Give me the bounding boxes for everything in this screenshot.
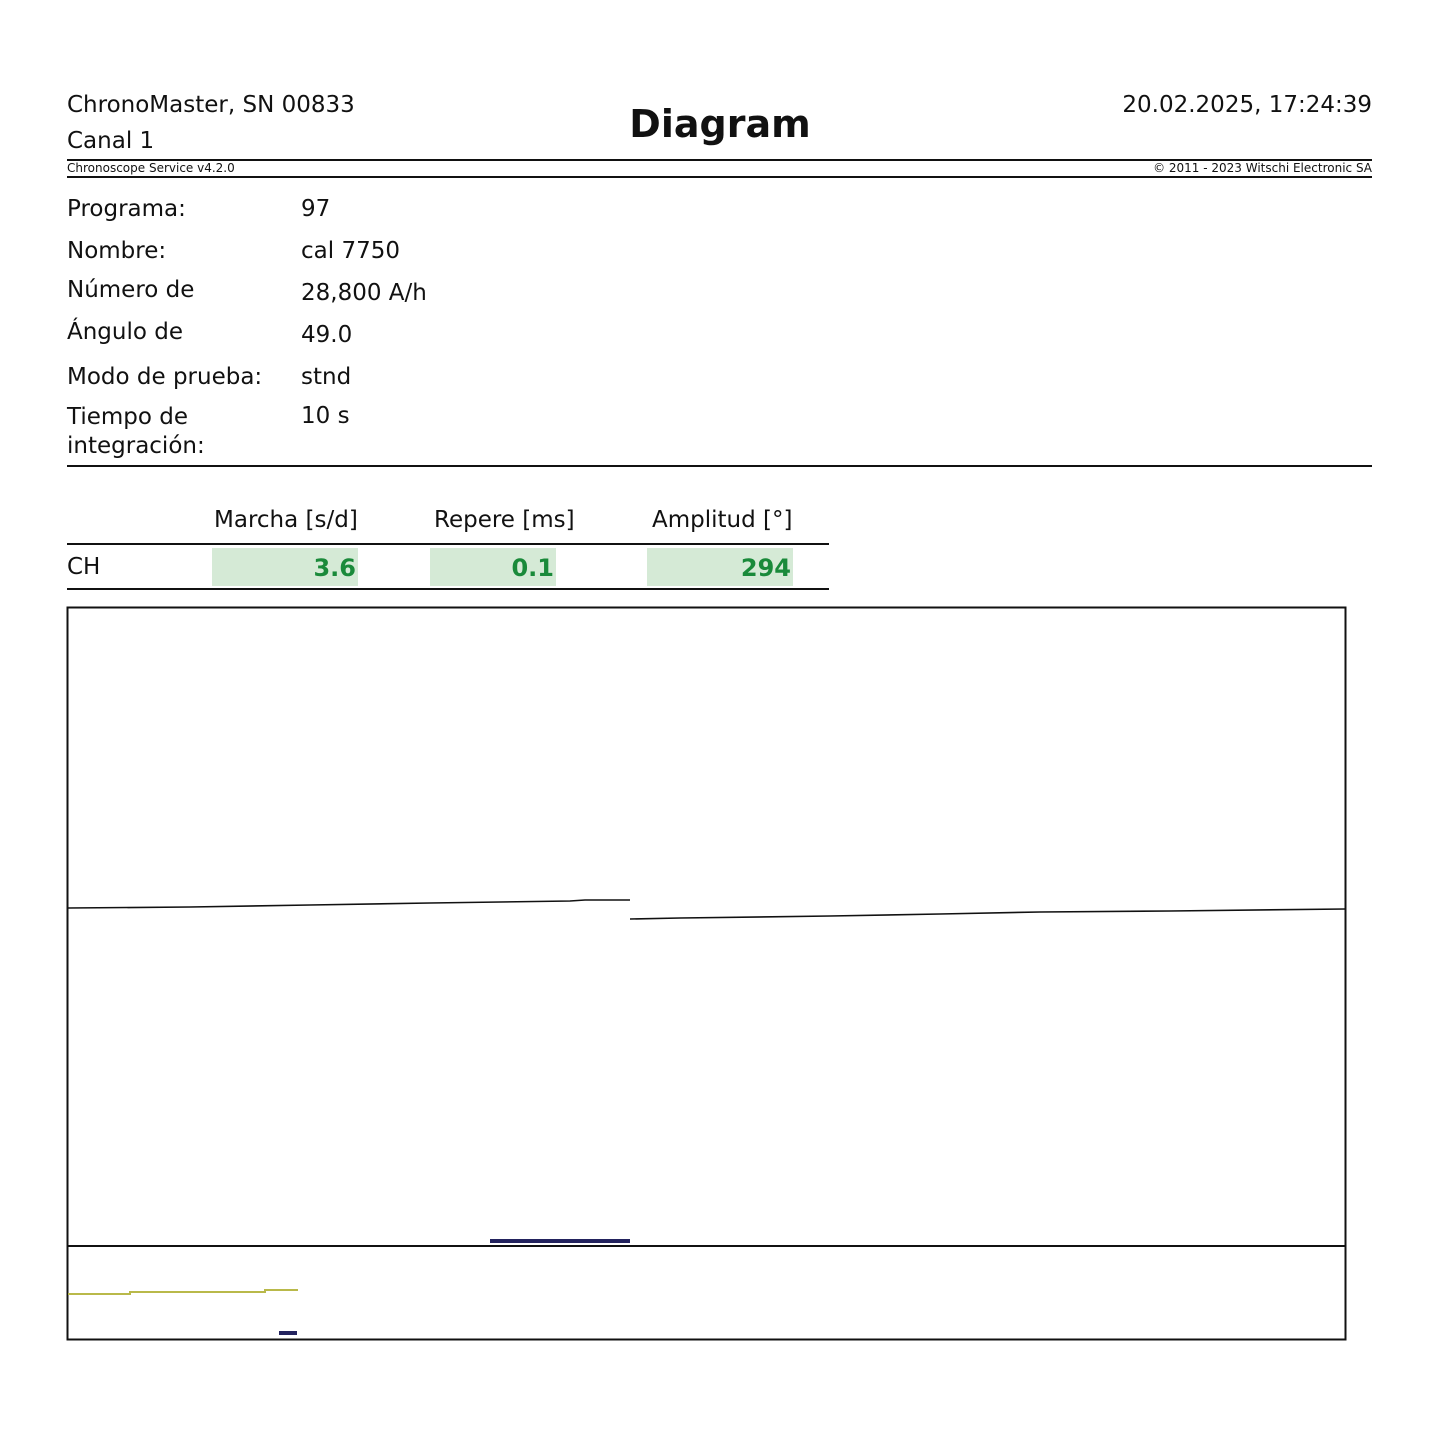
param-label: Número de [67, 277, 195, 303]
param-label: Tiempo de integración: [67, 404, 205, 459]
page-title: Diagram [629, 102, 811, 146]
param-label: Programa: [67, 196, 186, 222]
rate-value: 3.6 [212, 548, 358, 586]
software-version: Chronoscope Service v4.2.0 [67, 161, 235, 175]
param-label: Nombre: [67, 238, 167, 264]
param-label: Modo de prueba: [67, 364, 263, 390]
column-header-amplitude: Amplitud [°] [652, 507, 793, 533]
column-header-rate: Marcha [s/d] [214, 507, 358, 533]
amplitude-value: 294 [647, 548, 793, 586]
report-datetime: 20.02.2025, 17:24:39 [1122, 92, 1372, 118]
row-label: CH [67, 554, 101, 580]
diagram-frame [66, 606, 1347, 1341]
device-name: ChronoMaster, SN 00833 [67, 92, 355, 118]
table-rule-top [67, 543, 829, 545]
copyright: © 2011 - 2023 Witschi Electronic SA [1153, 161, 1372, 175]
param-value: 28,800 A/h [301, 280, 427, 306]
channel-label: Canal 1 [67, 128, 155, 154]
param-value: 97 [301, 196, 331, 222]
header-rule-top [67, 159, 1372, 161]
param-value: stnd [301, 364, 352, 390]
rate-trace-left [67, 899, 630, 909]
param-label: Ángulo de [67, 319, 184, 345]
section-rule [67, 465, 1372, 467]
param-value: 49.0 [301, 322, 353, 348]
param-value: 10 s [301, 403, 350, 429]
header-rule-bottom [67, 176, 1372, 178]
rate-trace-right [629, 908, 1346, 920]
column-header-beat-error: Repere [ms] [434, 507, 575, 533]
table-rule-bottom [67, 588, 829, 590]
amplitude-trace [68, 1289, 298, 1295]
beat-error-value: 0.1 [430, 548, 556, 586]
param-value: cal 7750 [301, 238, 400, 264]
